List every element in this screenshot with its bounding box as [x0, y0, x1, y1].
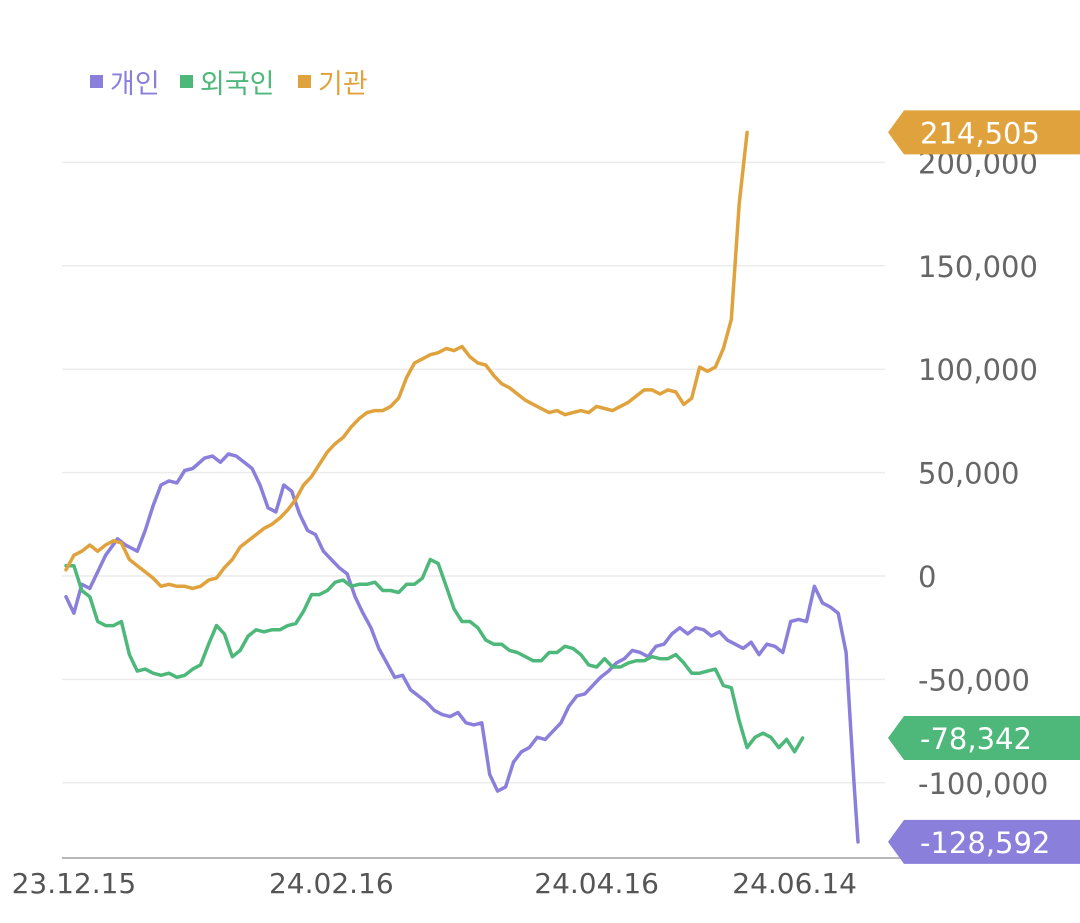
y-axis-ticks: 200,000150,000100,00050,0000-50,000-100,…	[918, 146, 1048, 800]
x-tick-label: 24.04.16	[534, 867, 659, 900]
series-line-0	[64, 452, 860, 844]
value-badge: 214,505	[888, 110, 1080, 155]
last-value-badges: -128,592 -78,342 214,505	[888, 110, 1080, 864]
gridlines	[62, 161, 885, 784]
legend-swatch	[90, 75, 103, 88]
x-tick-label: 24.02.16	[269, 867, 394, 900]
legend-item: 외국인	[180, 69, 275, 100]
legend-item: 기관	[298, 69, 368, 100]
value-badge-bg	[888, 110, 1080, 155]
legend-label: 개인	[110, 69, 160, 100]
y-tick-label: -100,000	[918, 767, 1048, 801]
legend-swatch	[180, 75, 193, 88]
value-badge-bg	[888, 819, 1080, 864]
y-tick-label: 50,000	[918, 457, 1019, 491]
series-line-2	[64, 130, 749, 591]
legend-label: 기관	[318, 69, 368, 100]
x-tick-label: 23.12.15	[12, 867, 137, 900]
y-tick-label: -50,000	[918, 663, 1030, 697]
value-badge-label: 214,505	[920, 116, 1040, 150]
value-badge: -78,342	[888, 716, 1080, 761]
legend: 개인 외국인 기관	[90, 69, 368, 100]
series-line-1	[64, 557, 805, 754]
value-badge-label: -78,342	[920, 722, 1032, 756]
x-axis-ticks: 23.12.15 24.02.16 24.04.16 24.06.14	[12, 867, 857, 900]
legend-label: 외국인	[200, 69, 275, 100]
y-tick-label: 0	[918, 560, 936, 594]
value-badge-label: -128,592	[920, 826, 1050, 860]
legend-item: 개인	[90, 69, 160, 100]
y-tick-label: 150,000	[918, 250, 1038, 284]
legend-swatch	[298, 75, 311, 88]
value-badge-bg	[888, 716, 1080, 761]
x-tick-label: 24.06.14	[732, 867, 857, 900]
series-lines	[64, 130, 860, 844]
y-tick-label: 100,000	[918, 353, 1038, 387]
value-badge: -128,592	[888, 819, 1080, 864]
